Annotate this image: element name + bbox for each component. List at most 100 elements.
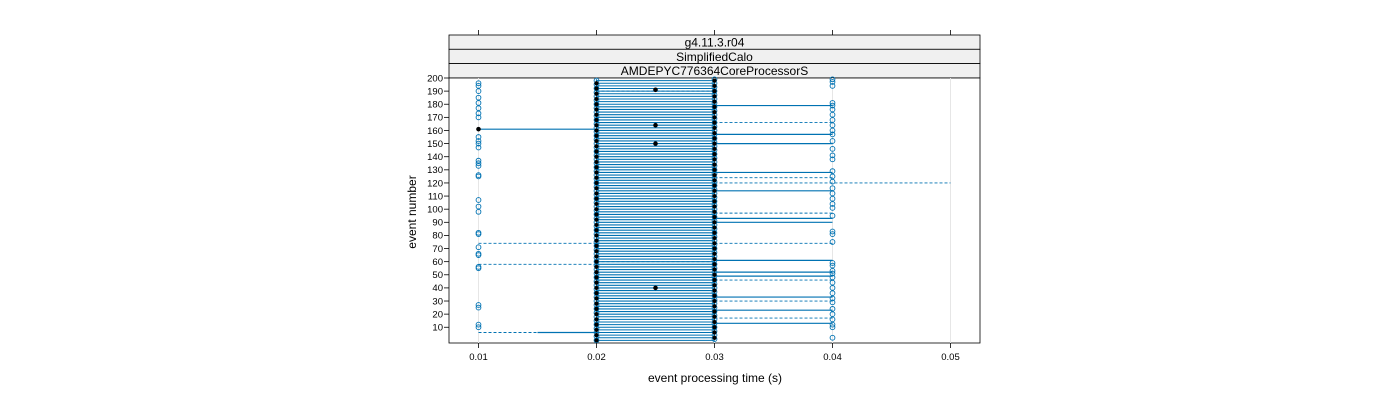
y-tick-label: 180 bbox=[427, 100, 443, 111]
y-axis: 10 20 30 40 50 60 70 80 90 100 110 120 130 140 150 160 1… bbox=[427, 73, 449, 334]
mean-point bbox=[594, 291, 599, 296]
mean-point bbox=[594, 81, 599, 86]
mean-point bbox=[476, 126, 481, 132]
mean-point bbox=[712, 83, 717, 88]
mean-point bbox=[594, 201, 599, 207]
mean-point bbox=[594, 186, 599, 191]
data-point bbox=[593, 164, 600, 171]
mean-point bbox=[594, 128, 599, 133]
data-point bbox=[593, 274, 600, 281]
data-point bbox=[829, 205, 836, 211]
mean-point bbox=[594, 264, 599, 270]
mean-point bbox=[712, 319, 717, 325]
mean-point bbox=[594, 280, 599, 285]
data-point bbox=[829, 100, 836, 106]
mean-point bbox=[594, 333, 599, 338]
mean-point bbox=[712, 283, 717, 288]
mean-point bbox=[594, 275, 599, 280]
mean-point bbox=[594, 306, 599, 311]
mean-point bbox=[594, 285, 599, 291]
data-point bbox=[593, 195, 600, 202]
data-point bbox=[829, 145, 836, 152]
y-tick-label: 60 bbox=[432, 257, 443, 268]
data-point bbox=[593, 132, 600, 139]
mean-point bbox=[594, 301, 599, 306]
data-point bbox=[829, 324, 836, 331]
mean-point bbox=[594, 86, 599, 91]
mean-point bbox=[594, 196, 599, 201]
data-point bbox=[593, 306, 600, 312]
strip-label: AMDEPYC776364CoreProcessorS bbox=[621, 64, 808, 78]
data-point bbox=[475, 203, 482, 210]
data-point bbox=[593, 290, 600, 296]
data-point bbox=[829, 231, 836, 237]
mean-point bbox=[712, 209, 717, 214]
data-point bbox=[829, 239, 836, 245]
mean-point bbox=[712, 325, 717, 330]
y-tick-label: 190 bbox=[427, 86, 443, 97]
y-tick-label: 200 bbox=[427, 73, 443, 84]
data-point bbox=[711, 166, 718, 173]
data-point bbox=[593, 211, 600, 218]
data-point bbox=[711, 261, 718, 268]
mean-point bbox=[712, 230, 717, 235]
data-point bbox=[475, 302, 482, 308]
mean-point bbox=[594, 296, 599, 301]
mean-point bbox=[712, 120, 717, 125]
mean-point bbox=[712, 141, 717, 146]
mean-point bbox=[712, 314, 717, 319]
mean-point bbox=[712, 172, 717, 178]
data-point bbox=[475, 138, 482, 144]
data-point bbox=[711, 151, 718, 157]
plot-area bbox=[475, 76, 951, 344]
data-point bbox=[829, 156, 836, 163]
mean-point bbox=[712, 94, 717, 99]
data-point bbox=[829, 131, 836, 138]
data-point bbox=[475, 134, 482, 140]
mean-point bbox=[594, 338, 599, 343]
data-point bbox=[829, 102, 836, 109]
data-point bbox=[593, 227, 600, 234]
y-tick-label: 110 bbox=[428, 191, 443, 202]
y-tick-label: 170 bbox=[427, 113, 443, 124]
x-tick-label: 0.04 bbox=[823, 352, 842, 363]
mean-point bbox=[594, 133, 599, 138]
mean-point bbox=[712, 115, 717, 120]
mean-point bbox=[594, 154, 599, 159]
data-point bbox=[593, 321, 600, 328]
data-point bbox=[711, 245, 718, 252]
data-point bbox=[829, 270, 836, 277]
mean-point bbox=[594, 138, 599, 144]
strip-label: SimplifiedCalo bbox=[676, 50, 753, 64]
data-point bbox=[829, 79, 836, 85]
data-point bbox=[593, 180, 600, 186]
data-point bbox=[829, 76, 836, 83]
mean-point bbox=[712, 146, 717, 151]
mean-point bbox=[594, 96, 599, 102]
mean-point bbox=[594, 228, 599, 233]
mean-point bbox=[712, 251, 717, 256]
data-point bbox=[829, 334, 836, 341]
data-point bbox=[593, 117, 600, 123]
mean-point bbox=[594, 222, 599, 228]
mean-point bbox=[712, 256, 717, 262]
mean-point bbox=[712, 309, 717, 314]
mean-point bbox=[712, 157, 717, 162]
mean-point bbox=[712, 99, 717, 104]
mean-point bbox=[653, 122, 658, 128]
data-point bbox=[475, 140, 482, 147]
x-axis: 0.01 0.02 0.03 0.04 0.05 bbox=[469, 30, 960, 363]
mean-point bbox=[594, 191, 599, 196]
mean-point bbox=[712, 193, 717, 199]
mean-point bbox=[712, 293, 717, 298]
y-tick-label: 130 bbox=[427, 165, 443, 176]
mean-point bbox=[712, 89, 717, 94]
mean-point bbox=[712, 151, 717, 157]
y-tick-label: 20 bbox=[432, 309, 443, 320]
strip-label: g4.11.3.r04 bbox=[685, 36, 745, 50]
x-tick-label: 0.02 bbox=[587, 352, 606, 363]
data-point bbox=[829, 106, 836, 113]
data-point bbox=[475, 229, 482, 236]
data-point bbox=[475, 197, 482, 203]
mean-point bbox=[594, 159, 599, 165]
